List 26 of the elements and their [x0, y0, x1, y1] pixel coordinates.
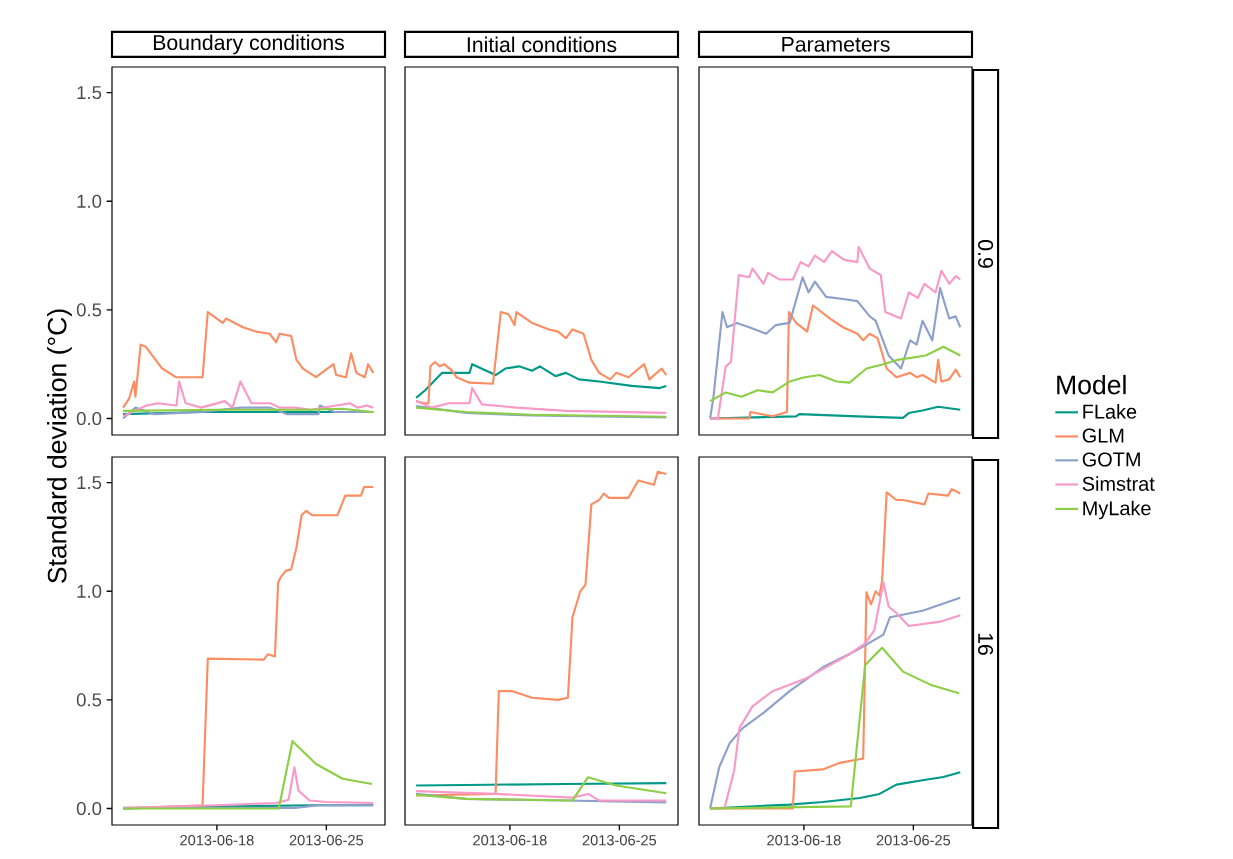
x-tick-label: 2013-06-25	[582, 835, 657, 846]
legend-label: Simstrat	[1082, 476, 1155, 491]
legend-label: FLake	[1083, 404, 1137, 419]
y-tick-label: 0.0	[76, 801, 102, 816]
chart-title: Initial conditions	[467, 36, 617, 53]
y-tick-label: 0.5	[76, 693, 102, 707]
x-tick-label: 2013-06-18	[473, 835, 547, 846]
x-tick-label: 2013-06-18	[767, 835, 841, 846]
x-tick-label: 2013-06-25	[289, 835, 364, 846]
chart-title: Boundary conditions	[153, 34, 344, 55]
y-tick-label: 1.5	[77, 86, 102, 100]
legend-title: Model	[1057, 374, 1126, 395]
y-tick-label: 0.5	[76, 303, 102, 317]
y-tick-label: 1.0	[77, 194, 102, 208]
legend-label: GLM	[1082, 428, 1124, 443]
chart-title: Parameters	[782, 36, 890, 52]
x-tick-label: 2013-06-18	[180, 835, 254, 846]
y2-axis-title: 16	[978, 633, 994, 655]
y-tick-label: 1.0	[77, 584, 102, 598]
y-axis-title: Standard deviation (°C)	[47, 309, 72, 584]
y-tick-label: 1.5	[77, 476, 102, 490]
legend-label: GOTM	[1082, 452, 1140, 467]
legend-label: MyLake	[1083, 500, 1151, 520]
y2-axis-title: 0.9	[978, 240, 994, 268]
x-tick-label: 2013-06-25	[876, 835, 951, 846]
y-tick-label: 0.0	[76, 411, 102, 426]
